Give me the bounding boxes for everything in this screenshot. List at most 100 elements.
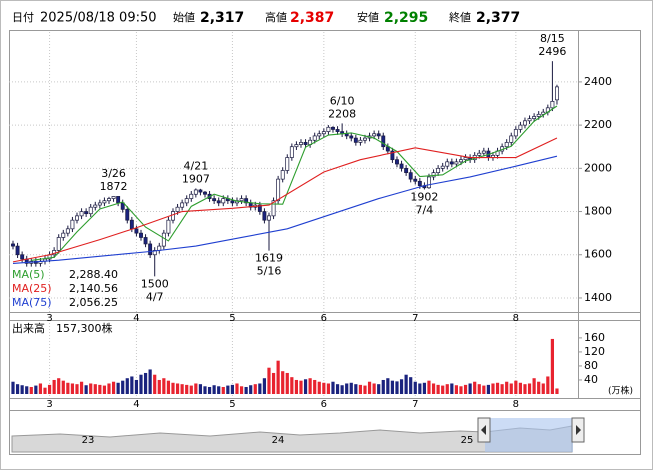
candle-body [454,161,459,165]
candle-body [523,120,527,126]
candle-body [408,172,413,180]
volume-bar [111,381,116,394]
volume-bar [217,386,221,394]
legend-name: MA(25) [12,282,52,295]
annotation-value: 2496 [538,45,566,58]
annotation-value: 1619 [255,252,283,265]
candle-body [88,206,93,215]
y-tick-label: 1800 [584,205,612,218]
candle-body [20,254,25,260]
candle-body [532,116,537,119]
volume-bar [134,379,139,394]
volume-bar [413,381,417,394]
volume-bar [372,383,376,394]
candle-body [107,198,111,202]
volume-bar [527,383,532,394]
volume-bar [89,383,93,394]
candle-body [139,232,143,238]
volume-bar [47,384,52,394]
volume-bar [482,385,486,394]
candle-body [299,142,303,145]
volume-unit: (万株) [608,385,633,397]
candle-body [312,135,317,141]
volume-bar [335,384,340,394]
volume-bar [367,381,372,394]
volume-bar [153,374,157,394]
candle-body [79,211,84,217]
volume-bar [418,383,422,394]
candle-body [390,150,395,161]
date-value: 2025/08/18 09:50 [40,11,157,26]
volume-bar [486,384,491,394]
volume-bar [532,378,536,394]
volume-bar [454,385,459,394]
quote-value: 2,317 [200,10,244,26]
candle-body [285,157,290,171]
candle-body [363,137,367,141]
candle-body [267,215,271,221]
candle-body [427,176,431,189]
volume-bar [143,372,148,394]
volume-bar [11,381,15,394]
volume-bar [185,384,189,394]
volume-bar [422,382,427,394]
volume-bar [285,372,289,394]
volume-bar [221,386,225,394]
volume-bar [537,381,541,394]
candle-body [550,101,555,109]
candle-body [134,228,139,234]
volume-bar [29,386,33,394]
volume-bar [107,383,111,394]
navigator-selection[interactable] [485,418,573,452]
outer-box [9,30,641,455]
ma-line [12,155,558,264]
quote-label: 終値 [449,11,471,24]
volume-bar [468,383,472,394]
volume-bar [180,384,184,394]
volume-bar [395,381,399,394]
candle-body [143,237,148,245]
volume-bar [322,382,326,394]
volume-bar [207,386,212,394]
candle-body [376,133,381,137]
candle-body [116,196,121,204]
volume-bar [66,382,70,394]
candle-body [335,129,340,132]
candle-body [84,211,89,215]
volume-bar [349,382,353,394]
volume-bar [148,369,152,394]
candle-body [148,243,153,256]
candle-body [399,163,404,169]
volume-tick-label: 40 [584,373,598,386]
candle-body [349,135,354,139]
volume-bar [523,384,527,394]
x-tick-label: 4 [133,313,139,324]
annotation-date: 4/21 [183,159,208,172]
quote-value: 2,387 [290,10,334,26]
volume-bar [377,384,381,394]
volume-bar [175,383,180,394]
candle-body [65,228,70,234]
volume-bar [121,380,125,394]
volume-bar [235,383,239,394]
candle-body [120,202,125,210]
annotation-value: 1872 [100,180,128,193]
volume-bar [358,384,363,394]
candle-body [417,180,422,186]
volume-bar [313,379,317,394]
date-label: 日付 [12,11,34,24]
candle-body [97,202,102,206]
candle-body [203,191,207,195]
candle-body [317,133,322,137]
candle-body [504,142,509,148]
candle-body [555,86,559,101]
volume-bar [281,371,285,394]
annotation-date: 5/16 [257,265,282,278]
candle-body [509,135,514,143]
candle-body [459,159,463,163]
volume-bar [399,379,404,394]
candle-body [198,189,203,193]
volume-bar [290,377,294,394]
volume-tick-label: 80 [584,359,598,372]
candle-body [331,126,335,130]
